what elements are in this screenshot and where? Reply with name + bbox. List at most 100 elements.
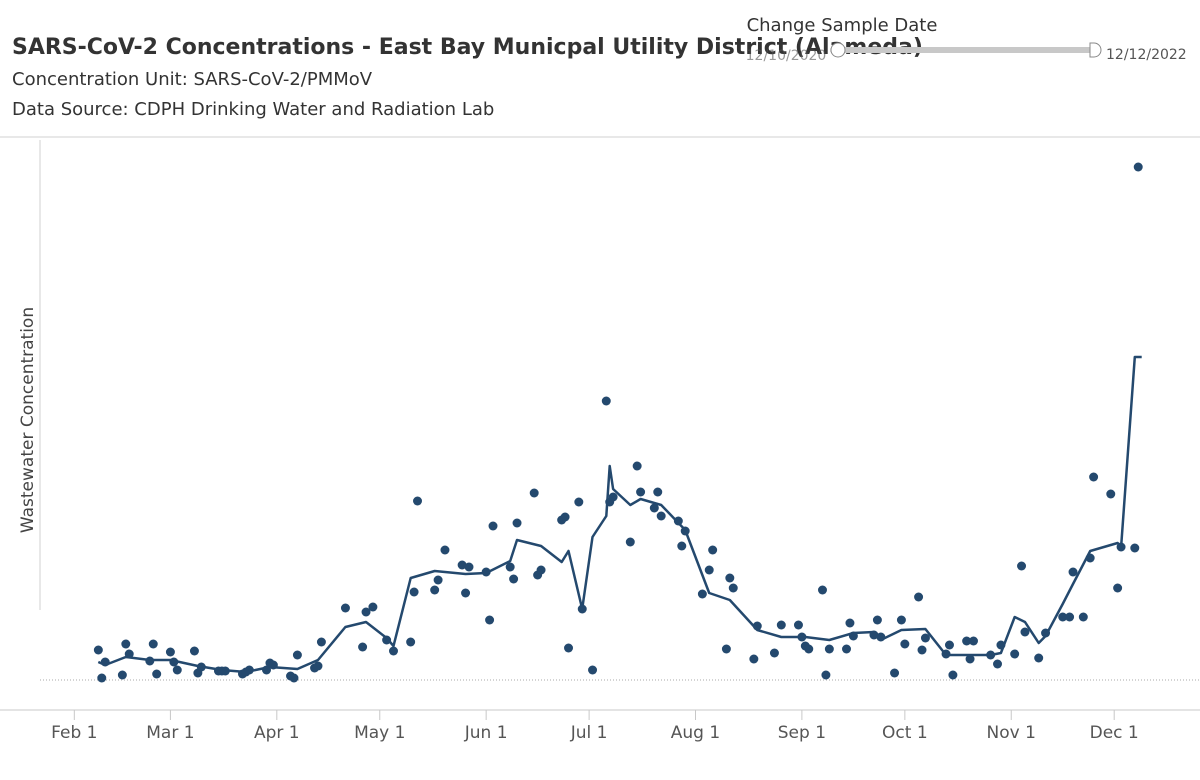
data-point (1058, 612, 1068, 622)
data-point (704, 565, 714, 575)
data-point (1133, 162, 1143, 172)
slider-track[interactable] (835, 47, 1093, 53)
data-point (564, 643, 574, 653)
slider-handle[interactable] (830, 42, 846, 58)
data-point (588, 665, 598, 675)
x-tick-label: Jul 1 (570, 723, 608, 743)
data-point (382, 635, 392, 645)
data-point (485, 615, 495, 625)
data-source: Data Source: CDPH Drinking Water and Rad… (12, 99, 494, 120)
data-point (165, 647, 175, 657)
data-point (872, 615, 882, 625)
data-point (97, 673, 107, 683)
data-point (1068, 567, 1078, 577)
data-point (817, 585, 827, 595)
date-slider[interactable]: Change Sample Date 12/10/2020 12/12/2022 (746, 15, 1187, 64)
data-point (962, 636, 972, 646)
data-point (965, 654, 975, 664)
data-point (93, 645, 103, 655)
data-point (653, 487, 663, 497)
subtitle: Concentration Unit: SARS-CoV-2/PMMoV (12, 69, 373, 90)
data-point (409, 587, 419, 597)
data-point (152, 669, 162, 679)
data-point (769, 648, 779, 658)
slider-handle[interactable] (1089, 42, 1102, 58)
data-point (1041, 628, 1051, 638)
data-point (358, 642, 368, 652)
data-point (1116, 542, 1126, 552)
data-point (316, 637, 326, 647)
data-point (797, 632, 807, 642)
data-point (824, 644, 834, 654)
data-point (440, 545, 450, 555)
data-point (608, 492, 618, 502)
x-tick-label: May 1 (354, 723, 405, 743)
x-tick-label: Jun 1 (464, 723, 508, 743)
data-point (361, 607, 371, 617)
data-point (986, 650, 996, 660)
data-point (148, 639, 158, 649)
data-point (509, 574, 519, 584)
data-point (890, 668, 900, 678)
data-point (914, 592, 924, 602)
data-point (845, 618, 855, 628)
y-axis-label: Wastewater Concentration (18, 307, 38, 533)
data-point (601, 396, 611, 406)
data-point (124, 649, 134, 659)
data-point (1113, 583, 1123, 593)
x-tick-label: Sep 1 (778, 723, 826, 743)
data-point (749, 654, 759, 664)
chart-title: SARS-CoV-2 Concentrations - East Bay Mun… (12, 35, 923, 60)
data-point (1017, 561, 1027, 571)
data-point (1078, 612, 1088, 622)
data-point (993, 659, 1003, 669)
data-point (941, 649, 951, 659)
data-point (876, 632, 886, 642)
data-point (292, 650, 302, 660)
data-point (948, 670, 958, 680)
data-point (461, 588, 471, 598)
data-point (804, 644, 814, 654)
x-tick-label: Aug 1 (671, 723, 720, 743)
data-point (656, 511, 666, 521)
data-point (464, 562, 474, 572)
data-point (196, 662, 206, 672)
data-point (1085, 553, 1095, 563)
x-tick-label: Nov 1 (987, 723, 1036, 743)
data-point (848, 631, 858, 641)
data-point (625, 537, 635, 547)
data-point (842, 644, 852, 654)
data-point (313, 661, 323, 671)
data-point (708, 545, 718, 555)
data-point (996, 640, 1006, 650)
data-point (189, 646, 199, 656)
data-point (728, 583, 738, 593)
trend-line (97, 355, 1142, 674)
data-point (900, 639, 910, 649)
data-point (145, 656, 155, 666)
data-point (169, 657, 179, 667)
data-point (505, 562, 515, 572)
data-point (793, 620, 803, 630)
data-point (368, 602, 378, 612)
data-point (430, 585, 440, 595)
data-point (697, 589, 707, 599)
data-point (1089, 472, 1099, 482)
data-point (560, 512, 570, 522)
slider-start: 12/10/2020 (746, 48, 827, 64)
data-point (636, 487, 646, 497)
data-point (721, 644, 731, 654)
data-point (1065, 612, 1075, 622)
data-point (512, 518, 522, 528)
data-point (433, 575, 443, 585)
data-point (944, 640, 954, 650)
data-point (896, 615, 906, 625)
data-point (457, 560, 467, 570)
data-point (244, 665, 254, 675)
data-point (413, 496, 423, 506)
data-point (649, 503, 659, 513)
data-point (220, 666, 230, 676)
data-point (388, 646, 398, 656)
data-point (673, 516, 683, 526)
